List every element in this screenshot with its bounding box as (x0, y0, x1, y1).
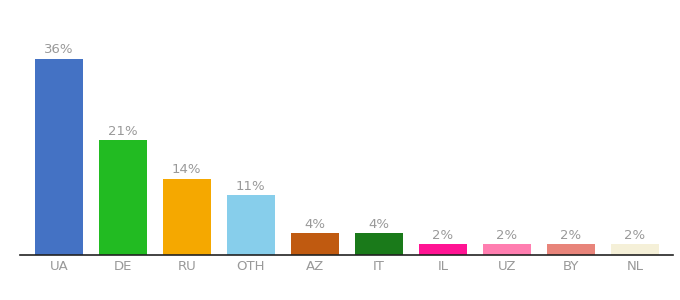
Text: 2%: 2% (624, 229, 645, 242)
Bar (611, 244, 659, 255)
Text: 14%: 14% (172, 164, 201, 176)
Bar (35, 58, 83, 255)
Bar (419, 244, 466, 255)
Bar (355, 233, 403, 255)
Text: 21%: 21% (108, 125, 137, 138)
Bar (163, 178, 211, 255)
Text: 11%: 11% (236, 180, 266, 193)
Text: 2%: 2% (560, 229, 581, 242)
Text: 36%: 36% (44, 44, 73, 56)
Text: 2%: 2% (432, 229, 454, 242)
Text: 4%: 4% (369, 218, 390, 231)
Bar (227, 195, 275, 255)
Bar (483, 244, 531, 255)
Bar (547, 244, 595, 255)
Bar (291, 233, 339, 255)
Text: 2%: 2% (496, 229, 517, 242)
Bar (99, 140, 147, 255)
Text: 4%: 4% (305, 218, 325, 231)
